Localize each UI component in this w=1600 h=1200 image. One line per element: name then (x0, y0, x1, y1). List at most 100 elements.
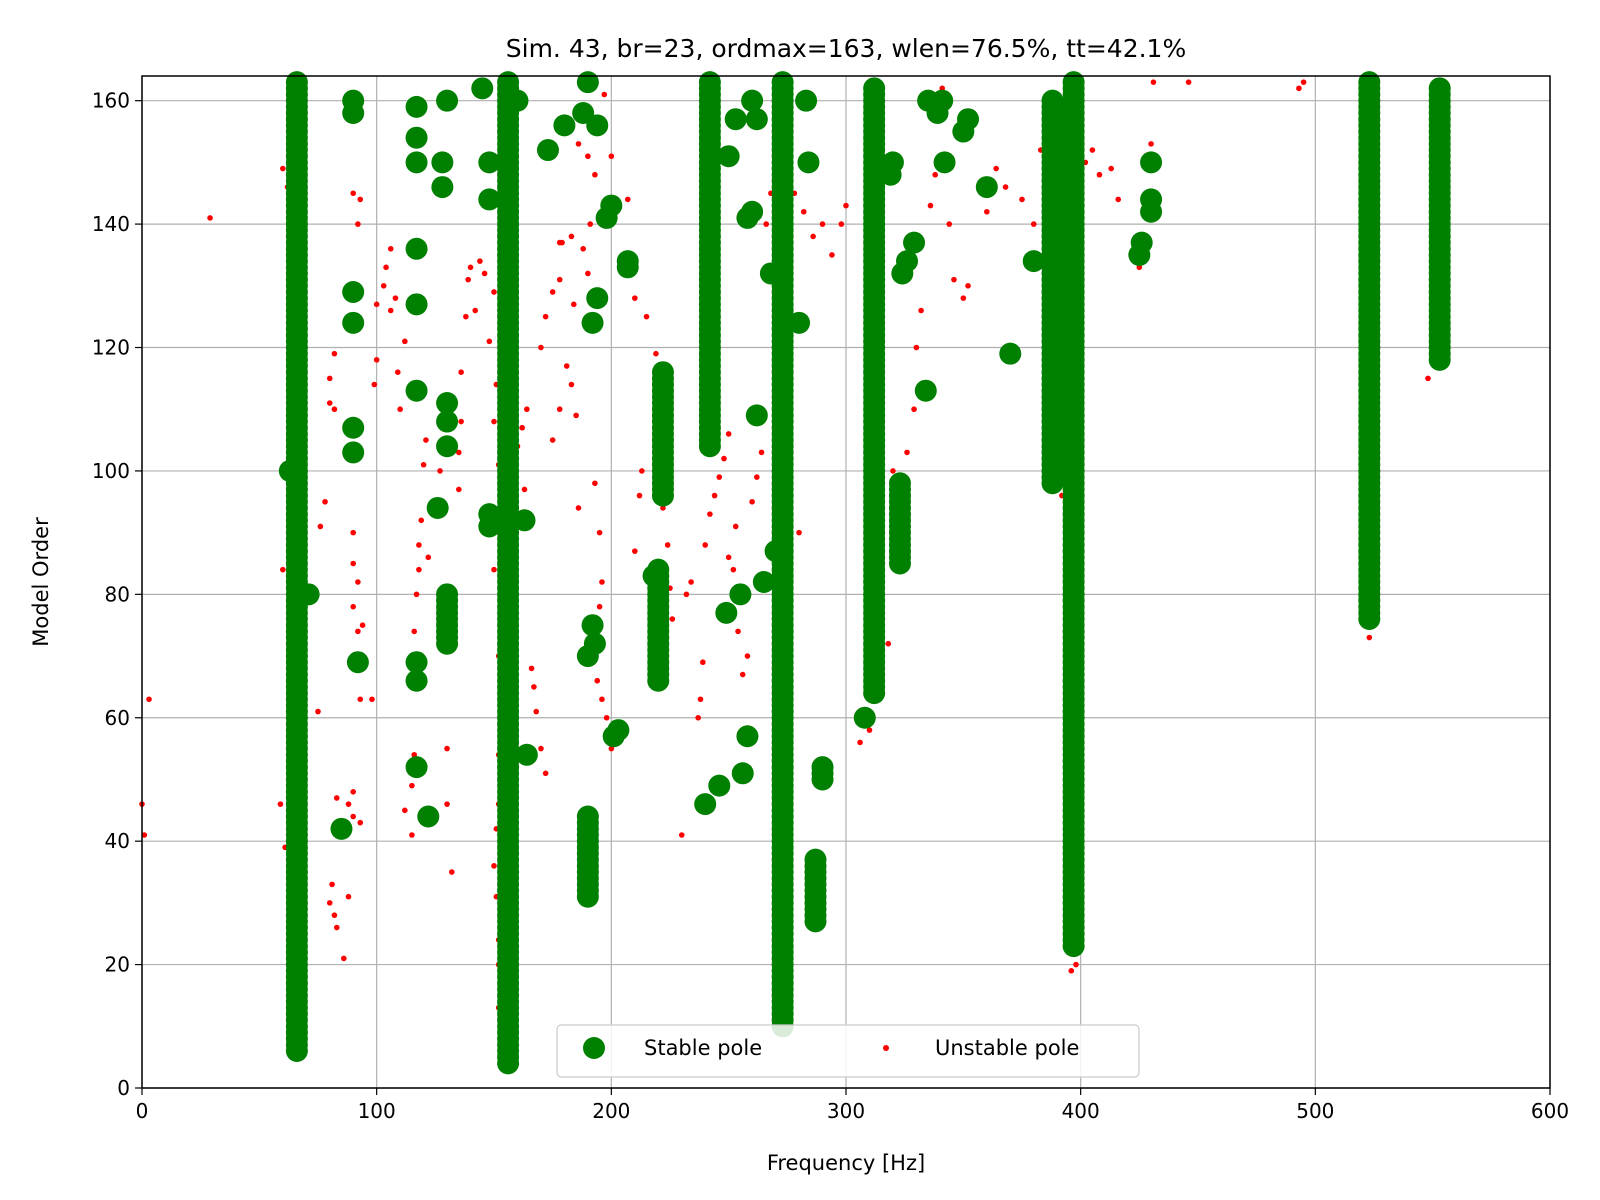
unstable-pole-point (350, 603, 357, 610)
unstable-pole-point (669, 616, 676, 622)
unstable-pole-point (373, 301, 380, 308)
unstable-pole-point (463, 313, 469, 320)
unstable-pole-point (843, 202, 849, 209)
stable-pole-point (1062, 71, 1085, 94)
unstable-pole-point (829, 252, 835, 258)
legend-unstable-label: Unstable pole (935, 1036, 1079, 1060)
unstable-pole-point (697, 696, 704, 703)
stable-pole-point (405, 379, 428, 402)
unstable-pole-point (592, 480, 598, 487)
unstable-pole-point (800, 208, 807, 215)
unstable-pole-point (326, 900, 333, 906)
stable-pole-point (975, 176, 998, 199)
unstable-pole-point (556, 276, 563, 283)
unstable-pole-point (350, 789, 357, 795)
stable-pole-point (708, 774, 731, 797)
unstable-pole-point (357, 696, 364, 703)
stable-pole-point (853, 706, 876, 729)
unstable-pole-point (416, 566, 422, 573)
unstable-pole-point (355, 628, 361, 635)
unstable-pole-point (425, 554, 432, 561)
unstable-pole-point (556, 239, 563, 246)
unstable-pole-point (730, 566, 737, 573)
unstable-pole-point (458, 369, 464, 375)
stable-pole-point (999, 342, 1022, 365)
stable-pole-point (788, 311, 811, 334)
unstable-pole-point (653, 350, 659, 357)
y-tick-label: 20 (105, 953, 130, 977)
unstable-pole-point (664, 542, 671, 548)
unstable-pole-point (683, 591, 690, 598)
unstable-pole-point (725, 431, 732, 437)
unstable-pole-point (913, 344, 920, 351)
unstable-pole-point (333, 924, 340, 931)
stable-pole-point (342, 441, 365, 464)
unstable-pole-point (951, 276, 957, 283)
unstable-pole-point (418, 517, 425, 524)
stable-pole-point (417, 805, 440, 828)
unstable-pole-point (392, 295, 399, 301)
unstable-pole-point (329, 881, 335, 888)
stable-pole-point (795, 89, 818, 112)
legend-stable-label: Stable pole (644, 1036, 762, 1060)
unstable-pole-point (643, 313, 650, 320)
unstable-pole-point (568, 233, 575, 240)
stable-pole-point (536, 139, 559, 162)
unstable-pole-point (357, 819, 364, 826)
unstable-pole-point (402, 338, 408, 345)
unstable-pole-point (491, 289, 497, 295)
stable-pole-point (513, 509, 536, 532)
unstable-pole-point (1108, 165, 1114, 172)
stable-pole-point (752, 571, 775, 593)
unstable-pole-point (1019, 196, 1025, 203)
x-tick-label: 200 (592, 1099, 630, 1123)
stable-pole-point (863, 77, 886, 100)
stable-pole-point (278, 459, 301, 482)
stable-pole-point (346, 651, 369, 674)
unstable-pole-point (624, 196, 631, 203)
stable-pole-point (586, 287, 609, 310)
x-tick-label: 400 (1062, 1099, 1100, 1123)
stable-pole-point (405, 95, 428, 118)
unstable-pole-point (993, 165, 999, 172)
stable-pole-point (745, 404, 768, 427)
stable-pole-point (797, 151, 820, 174)
unstable-pole-point (456, 449, 462, 456)
unstable-pole-point (639, 468, 645, 474)
unstable-pole-point (1068, 967, 1075, 974)
unstable-pole-point (486, 338, 493, 345)
stable-pole-point (651, 361, 674, 384)
unstable-pole-point (1089, 147, 1096, 153)
unstable-pole-point (1300, 79, 1307, 85)
unstable-pole-point (608, 153, 615, 160)
stable-pole-point (933, 151, 956, 174)
unstable-pole-point (732, 523, 739, 530)
stable-pole-point (931, 89, 954, 112)
unstable-pole-point (932, 171, 938, 178)
unstable-pole-point (984, 208, 990, 215)
unstable-pole-point (350, 529, 357, 536)
y-tick-label: 140 (92, 212, 130, 236)
unstable-pole-point (533, 708, 540, 715)
unstable-pole-point (280, 165, 286, 172)
unstable-pole-point (350, 813, 357, 820)
unstable-pole-point (580, 245, 586, 252)
stable-pole-point (342, 416, 365, 439)
stable-pole-point (405, 151, 428, 174)
unstable-pole-point (355, 221, 361, 227)
unstable-pole-point (409, 832, 415, 838)
stable-pole-point (616, 250, 639, 273)
unstable-pole-point (531, 684, 537, 690)
stable-pole-point (405, 293, 428, 316)
legend-stable-marker (583, 1037, 605, 1059)
stable-pole-point (405, 126, 428, 149)
unstable-pole-point (1185, 79, 1192, 85)
unstable-pole-point (810, 233, 816, 240)
unstable-pole-point (702, 542, 708, 548)
unstable-pole-point (141, 832, 148, 838)
x-axis-label: Frequency [Hz] (767, 1151, 925, 1175)
unstable-pole-point (331, 912, 338, 919)
unstable-pole-point (965, 283, 971, 289)
